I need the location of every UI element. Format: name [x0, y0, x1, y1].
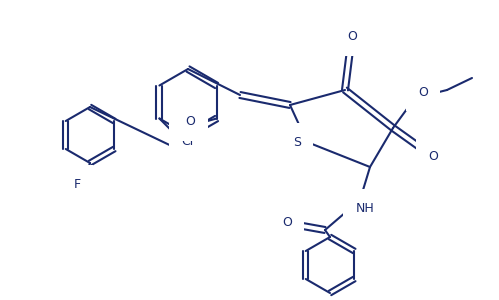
Text: O: O	[282, 217, 292, 230]
Text: O: O	[418, 85, 428, 98]
Text: O: O	[186, 115, 196, 128]
Text: Cl: Cl	[181, 135, 194, 148]
Text: O: O	[428, 149, 438, 163]
Text: NH: NH	[356, 202, 374, 214]
Text: F: F	[73, 178, 80, 190]
Text: S: S	[293, 136, 301, 148]
Text: O: O	[347, 31, 357, 44]
